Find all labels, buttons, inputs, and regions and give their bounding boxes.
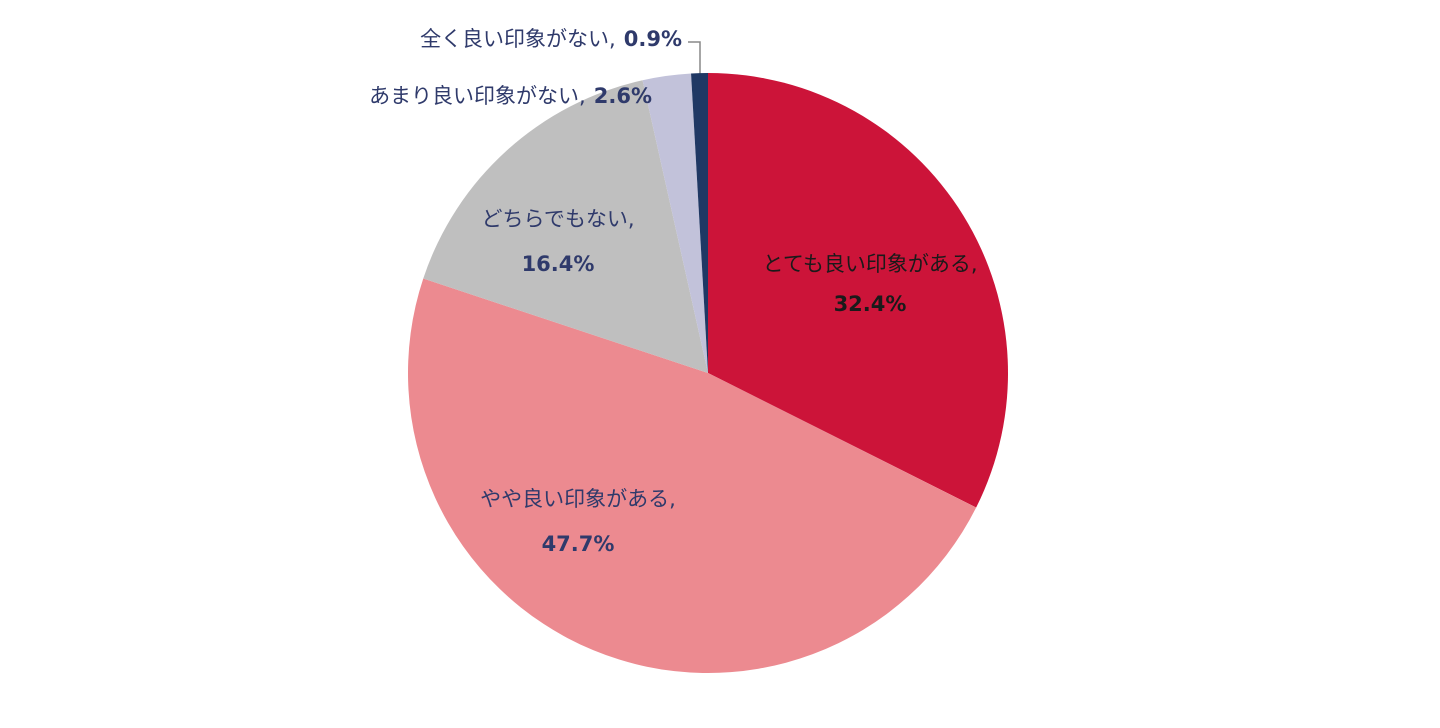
slice-label-name: 全く良い印象がない, bbox=[420, 27, 616, 51]
slice-label: あまり良い印象がない, 2.6% bbox=[369, 84, 652, 108]
leader-line bbox=[688, 41, 701, 74]
slice-label: どちらでもない, bbox=[481, 207, 634, 231]
pie-slice bbox=[708, 73, 1008, 508]
pie-slice bbox=[642, 73, 708, 373]
slice-label: やや良い印象がある, bbox=[480, 487, 676, 511]
slice-value: 32.4% bbox=[834, 292, 907, 316]
slice-value: 0.9% bbox=[624, 27, 682, 51]
slice-value: 47.7% bbox=[542, 532, 615, 556]
slice-label: 全く良い印象がない, 0.9% bbox=[420, 27, 682, 51]
slice-label: とても良い印象がある, bbox=[763, 252, 978, 276]
slice-value: 2.6% bbox=[594, 84, 652, 108]
slice-label-name: あまり良い印象がない, bbox=[369, 84, 586, 108]
slice-value: 16.4% bbox=[522, 252, 595, 276]
pie-slice bbox=[423, 80, 708, 373]
pie-slice bbox=[691, 73, 708, 373]
pie-slice bbox=[407, 278, 977, 674]
